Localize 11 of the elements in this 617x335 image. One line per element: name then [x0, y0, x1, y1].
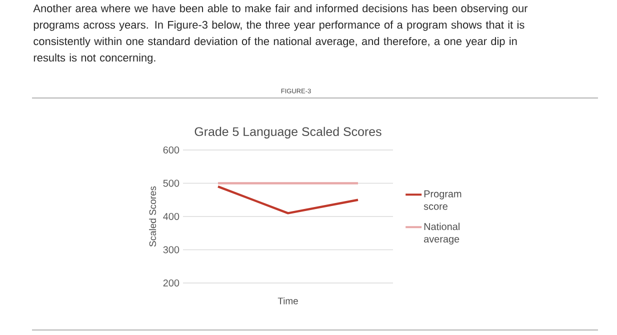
- y-axis-title: Scaled Scores: [149, 186, 156, 247]
- y-tick-label: 200: [163, 279, 180, 287]
- legend-label: Program score: [424, 190, 462, 210]
- legend-label: National average: [424, 222, 460, 245]
- y-tick-label: 500: [163, 180, 180, 187]
- y-tick-label: 300: [163, 246, 180, 254]
- text: Another area where we have been able to make fair and informed decisions has been observing our programs across years. In Figure-3 below, the three year performance of a program shows that it is consistently within one standard deviation of the national average, and therefore, a one year dip in results is not concerning.: [33, 4, 528, 64]
- chart-title: Grade 5 Language Scaled Scores: [194, 126, 382, 138]
- y-tick-label: 400: [163, 212, 180, 220]
- x-axis-title: Time: [278, 297, 298, 304]
- y-tick-label: 600: [163, 146, 180, 154]
